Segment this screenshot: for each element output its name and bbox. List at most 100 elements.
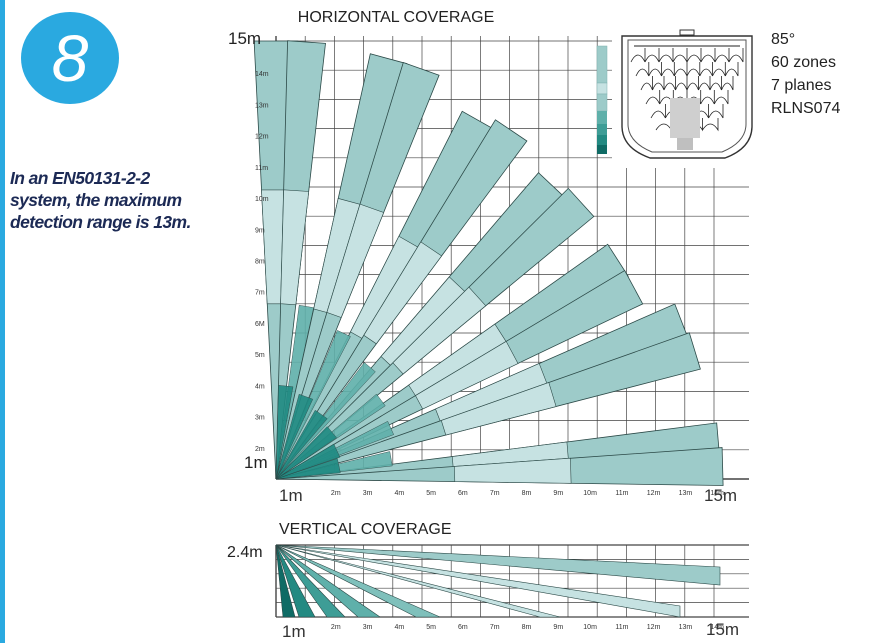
scale-band-1 [596,45,608,84]
horizontal-y-tick-label: 9m [255,227,265,234]
horizontal-x-tick-label: 14m [710,490,724,497]
horizontal-near-beam [275,385,294,480]
detector-inner-outline [627,39,747,153]
horizontal-near-beam [275,409,328,480]
horizontal-y-tick-label: 10m [255,196,269,203]
spec-planes: 7 planes [771,77,832,94]
detector-sensor [670,98,700,138]
vertical-beam [275,544,346,618]
horizontal-top-y-label: 15m [228,29,261,48]
vertical-x-tick-label: 13m [679,624,693,631]
plane-color-scale [596,45,608,154]
vertical-beam [275,544,296,618]
horizontal-x-tick-label: 3m [363,490,373,497]
horizontal-x-tick-label: 6m [458,490,468,497]
horizontal-x-tick-label: 7m [490,490,500,497]
horizontal-x-tick-label: 11m [615,490,628,497]
horizontal-beam-zone [280,189,310,306]
horizontal-y-tick-label: 14m [255,71,269,78]
note-line-2: system, the maximum [10,190,182,210]
horizontal-beams [253,40,724,486]
scale-band-4 [597,111,607,124]
horizontal-y-tick-label: 6M [255,321,265,328]
vertical-beam [275,544,316,618]
horizontal-beam-zone [363,241,443,345]
horizontal-x-tick-label: 1m [279,486,303,505]
vertical-x-tick-label: 15m [706,620,739,639]
horizontal-y-tick-label: 11m [255,165,268,172]
horizontal-x-tick-label: 4m [395,490,405,497]
horizontal-beam-zone [454,457,572,484]
lens-segment [721,76,734,91]
lens-segment [708,104,724,119]
horizontal-near-beam [275,458,341,480]
horizontal-x-tick-label: 9m [553,490,563,497]
scale-band-2 [596,82,608,95]
spec-angle: 85° [771,31,796,48]
lens-segment [702,118,719,132]
horizontal-near-beam [275,426,337,480]
vertical-beam [275,544,561,618]
step-number-badge: 8 [21,12,119,104]
spec-zones: 60 zones [771,54,836,71]
left-accent-bar [0,0,5,643]
horizontal-x-tick-label: 10m [583,490,597,497]
vertical-x-tick-label: 1m [282,622,306,641]
horizontal-x-tick-label: 2m [331,490,341,497]
horizontal-y-tick-label: 7m [255,290,265,297]
vertical-x-tick-label: 5m [426,624,436,631]
detector-sensor-base [677,138,693,150]
vertical-x-tick-label: 7m [490,624,500,631]
horizontal-y-tick-label: 13m [255,102,269,109]
note-line-1: In an EN50131-2-2 [10,168,150,188]
lens-segment [724,62,739,77]
scale-band-7 [597,145,607,154]
vertical-x-tick-label: 14m [710,624,724,631]
horizontal-coverage-title: HORIZONTAL COVERAGE [298,9,494,26]
vertical-beam [275,544,381,618]
horizontal-y-tick-label: 8m [255,259,265,266]
vertical-coverage-title: VERTICAL COVERAGE [279,521,452,538]
horizontal-y-tick-label: 2m [255,446,265,453]
vertical-x-tick-label: 9m [553,624,563,631]
horizontal-x-tick-label: 13m [679,490,693,497]
scale-band-3 [596,93,608,112]
scale-band-5 [597,124,607,135]
horizontal-beam-zone [326,203,385,318]
detector-top-view-inset [612,28,762,168]
note-line-3: detection range is 13m. [10,212,191,232]
scale-band-6 [597,135,607,145]
vertical-x-tick-label: 8m [522,624,532,631]
vertical-x-tick-label: 3m [363,624,373,631]
step-number: 8 [51,21,89,95]
horizontal-x-tick-label: 5m [426,490,436,497]
vertical-x-tick-label: 2m [331,624,341,631]
horizontal-x-tick-label: 15m [704,486,737,505]
horizontal-y-tick-label: 12m [255,134,269,141]
horizontal-y-ticks: 14m 13m 12m 11m 10m 9m 8m 7m 6M 5m 4m 3m 2m [255,71,269,453]
horizontal-origin-y-label: 1m [244,453,268,472]
vertical-height-label: 2.4m [227,544,263,561]
vertical-beams [275,544,721,618]
horizontal-near-beam [275,393,314,480]
detector-clip [679,29,695,36]
vertical-x-tick-label: 12m [647,624,661,631]
horizontal-y-tick-label: 4m [255,383,265,390]
horizontal-beam-zone [440,382,557,436]
horizontal-beam-zone [392,286,487,375]
lens-segment [728,48,744,63]
detector-specs: 85° 60 zones 7 planes RLNS074 [771,28,840,120]
horizontal-x-tick-label: 12m [647,490,661,497]
vertical-beam [275,544,681,618]
horizontal-beam-zone [415,340,519,410]
vertical-x-tick-label: 6m [458,624,468,631]
vertical-x-tick-label: 4m [395,624,405,631]
detection-range-note: In an EN50131-2-2 system, the maximum de… [10,167,245,233]
vertical-x-tick-label: 10m [583,624,597,631]
horizontal-y-tick-label: 3m [255,415,265,422]
spec-model: RLNS074 [771,100,841,117]
horizontal-x-tick-label: 8m [522,490,532,497]
horizontal-y-tick-label: 5m [255,352,265,359]
vertical-beam [275,544,441,618]
